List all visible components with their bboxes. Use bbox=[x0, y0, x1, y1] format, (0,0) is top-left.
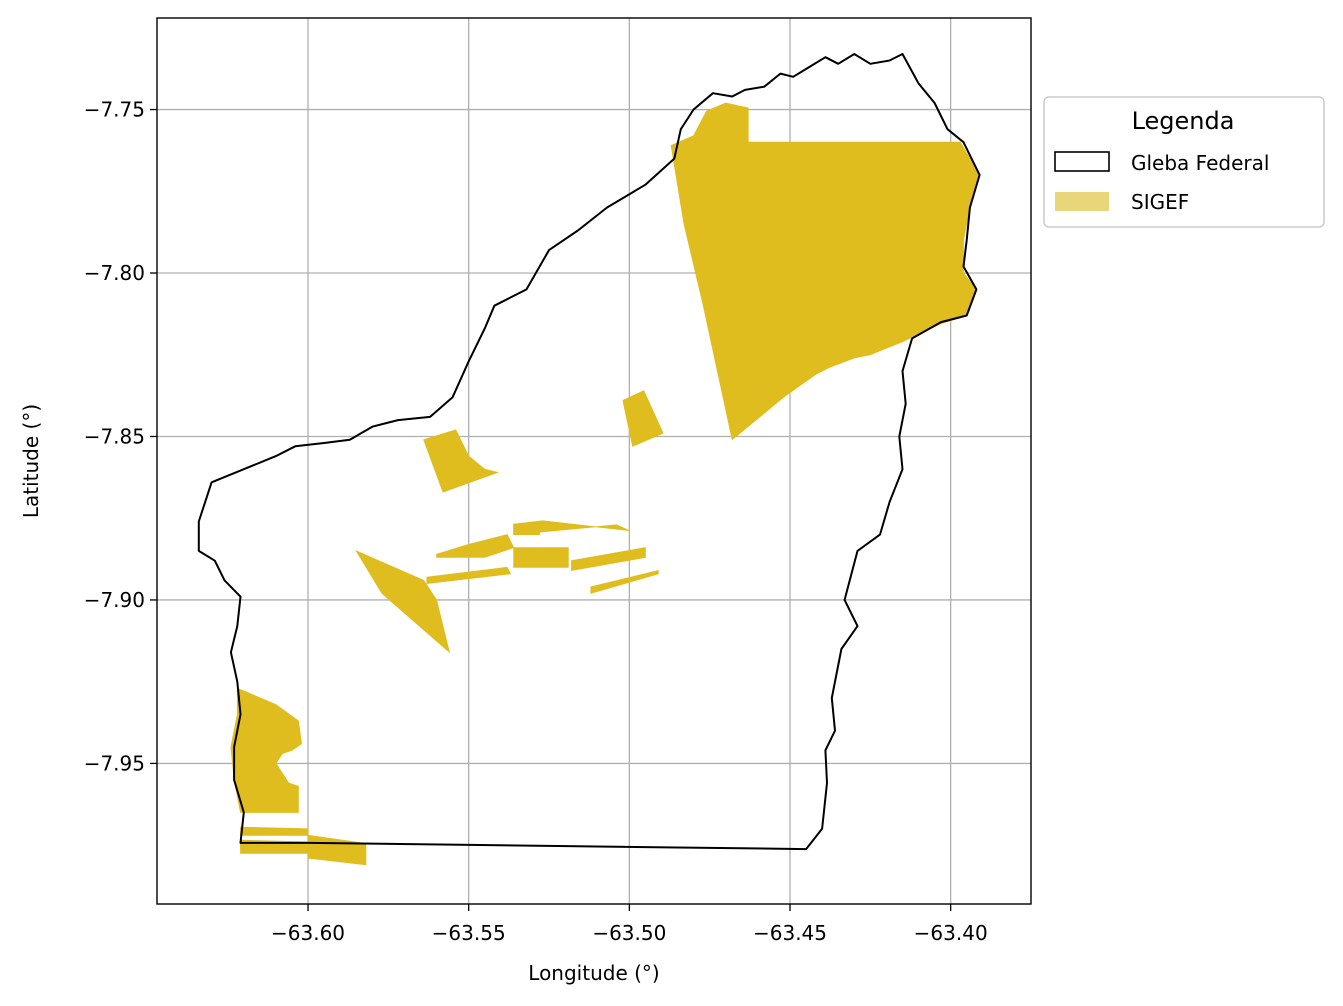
sigef-parcel bbox=[513, 547, 569, 568]
sigef-parcel bbox=[571, 547, 646, 571]
sigef-parcel bbox=[426, 566, 512, 585]
x-tick-label: −63.45 bbox=[753, 921, 827, 945]
plot-frame bbox=[156, 17, 1032, 905]
gleba-federal-layer bbox=[197, 53, 981, 851]
sigef-parcel bbox=[590, 569, 659, 594]
legend-swatch-gleba-federal bbox=[1054, 151, 1110, 172]
legend-label-sigef: SIGEF bbox=[1131, 190, 1189, 214]
sigef-parcel bbox=[355, 550, 451, 654]
legend-label-gleba-federal: Gleba Federal bbox=[1131, 151, 1269, 175]
x-tick-label: −63.50 bbox=[592, 921, 666, 945]
legend-swatch-sigef bbox=[1055, 192, 1109, 211]
legend-box bbox=[1043, 96, 1325, 228]
sigef-parcel bbox=[240, 826, 309, 836]
y-tick-label: −7.90 bbox=[84, 588, 145, 612]
plot-area: −63.60 −63.55 −63.50 −63.45 −63.40 −7.75 −7.8… bbox=[84, 17, 1032, 945]
sigef-parcel bbox=[622, 390, 664, 447]
x-tick-label: −63.60 bbox=[271, 921, 345, 945]
gleba-federal-boundary bbox=[197, 53, 981, 851]
x-tick-label: −63.55 bbox=[432, 921, 506, 945]
y-axis-title: Latitude (°) bbox=[19, 404, 43, 518]
legend-title: Legenda bbox=[1132, 107, 1235, 135]
y-tick-label: −7.95 bbox=[84, 751, 145, 775]
legend: Legenda Gleba Federal SIGEF bbox=[1043, 96, 1325, 228]
sigef-layer bbox=[230, 102, 981, 866]
y-tick-label: −7.80 bbox=[84, 261, 145, 285]
sigef-parcel bbox=[423, 429, 499, 493]
y-tick-label: −7.75 bbox=[84, 98, 145, 122]
y-tick-label: −7.85 bbox=[84, 424, 145, 448]
x-axis-title: Longitude (°) bbox=[528, 961, 659, 985]
x-axis-ticks: −63.60 −63.55 −63.50 −63.45 −63.40 bbox=[271, 904, 988, 945]
sigef-parcel bbox=[230, 687, 303, 813]
x-tick-label: −63.40 bbox=[914, 921, 988, 945]
sigef-parcel bbox=[513, 523, 540, 535]
y-axis-ticks: −7.75 −7.80 −7.85 −7.90 −7.95 bbox=[84, 98, 157, 775]
